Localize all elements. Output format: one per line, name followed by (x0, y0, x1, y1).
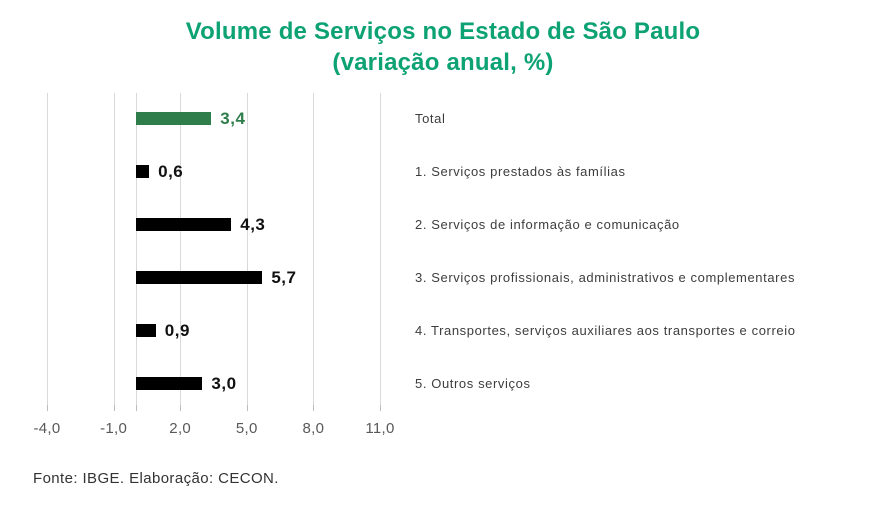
bar-3 (135, 270, 263, 284)
grid-line (113, 93, 115, 405)
chart-title-line1: Volume de Serviços no Estado de São Paul… (185, 18, 701, 45)
chart-title-line2: (variação anual, %) (332, 49, 554, 76)
grid-line (246, 93, 248, 405)
x-tick-label: -4,0 (33, 420, 61, 437)
grid-line (313, 93, 315, 405)
bar-5 (135, 376, 203, 390)
x-tick-label: 5,0 (235, 420, 258, 437)
axis-tick (246, 405, 248, 411)
grid-line (180, 93, 182, 405)
x-tick-label: 2,0 (169, 420, 192, 437)
x-tick-label: -1,0 (100, 420, 128, 437)
axis-tick (113, 405, 115, 411)
category-label-2: 2. Serviços de informação e comunicação (415, 217, 680, 232)
bar-0 (135, 111, 212, 125)
grid-line (380, 93, 381, 405)
grid-line (47, 93, 48, 405)
grid-line (135, 93, 137, 405)
x-tick-label: 8,0 (302, 420, 325, 437)
source-note: Fonte: IBGE. Elaboração: CECON. (33, 470, 279, 487)
axis-tick (380, 405, 381, 411)
value-label-4: 0,9 (164, 321, 190, 340)
axis-tick (313, 405, 315, 411)
bar-2 (135, 217, 232, 231)
x-tick-label: 11,0 (365, 420, 395, 437)
category-label-4: 4. Transportes, serviços auxiliares aos … (415, 323, 796, 338)
axis-tick (47, 405, 48, 411)
axis-tick (135, 405, 137, 411)
category-label-5: 5. Outros serviços (415, 376, 531, 391)
axis-tick (180, 405, 182, 411)
value-label-2: 4,3 (240, 215, 266, 234)
bar-4 (135, 323, 156, 337)
chart-title: Volume de Serviços no Estado de São Paul… (0, 16, 886, 78)
value-label-1: 0,6 (158, 162, 184, 181)
category-label-1: 1. Serviços prestados às famílias (415, 164, 626, 179)
value-label-3: 5,7 (271, 268, 297, 287)
category-label-0: Total (415, 111, 446, 126)
category-label-3: 3. Serviços profissionais, administrativ… (415, 270, 796, 285)
value-label-5: 3,0 (211, 374, 237, 393)
bar-1 (135, 164, 150, 178)
value-label-0: 3,4 (220, 109, 246, 128)
